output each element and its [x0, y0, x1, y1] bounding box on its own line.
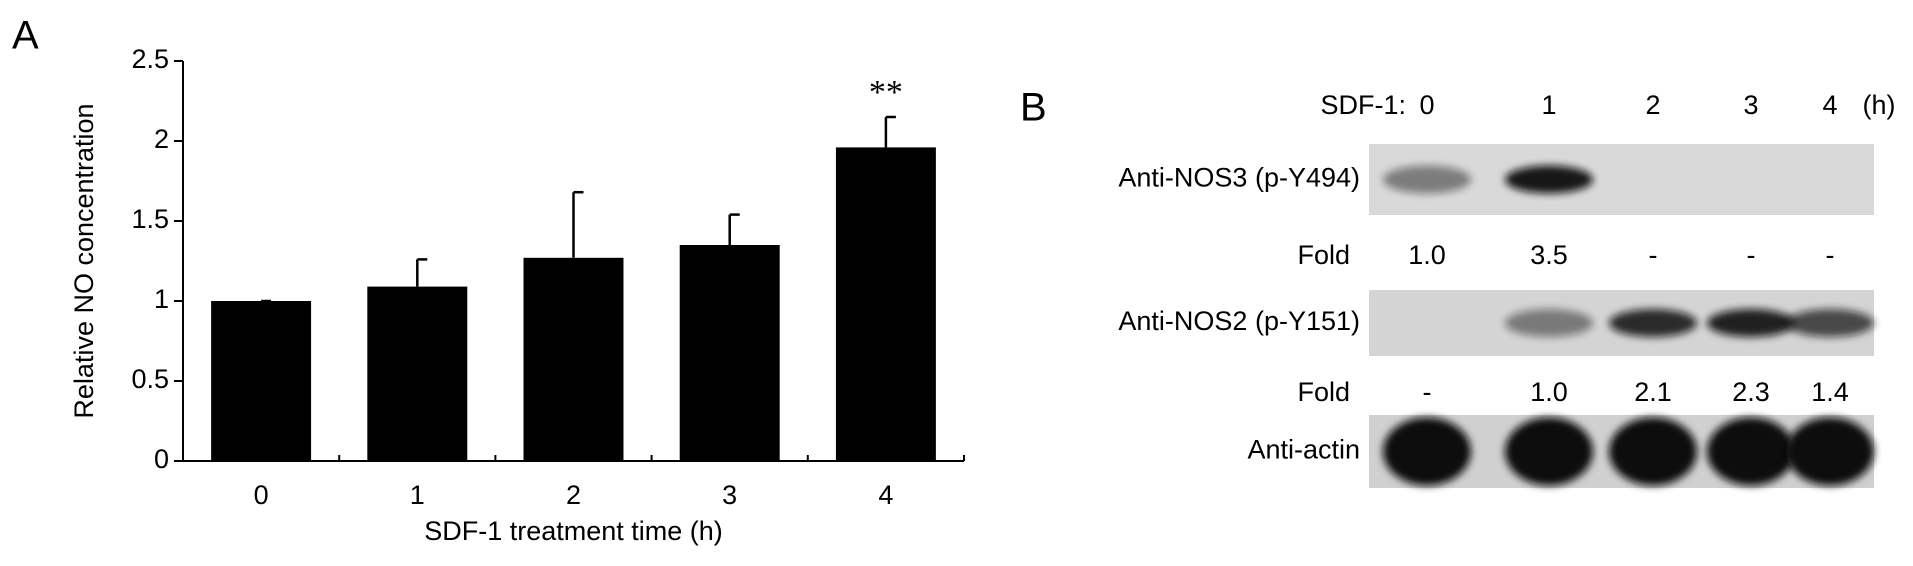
fold-value: -: [1826, 240, 1835, 270]
x-tick-label: 1: [410, 480, 425, 510]
bar: [523, 257, 624, 461]
blot-band: [1383, 165, 1471, 194]
fold-value: 1.4: [1811, 377, 1849, 407]
row-label: Anti-NOS3 (p-Y494): [1118, 163, 1360, 193]
fold-value: -: [1747, 240, 1756, 270]
y-axis-label: Relative NO concentration: [69, 103, 99, 418]
unit-label: (h): [1863, 90, 1896, 120]
fold-label: Fold: [1297, 240, 1350, 270]
blot-band: [1707, 417, 1795, 486]
fold-value: -: [1423, 377, 1432, 407]
bar: [211, 301, 312, 461]
blot-band: [1609, 417, 1697, 486]
bar: [367, 286, 468, 461]
fold-value: 2.3: [1732, 377, 1770, 407]
blot-band: [1505, 417, 1593, 486]
x-tick-label: 3: [722, 480, 737, 510]
blot-band: [1383, 417, 1471, 486]
row-label: Anti-NOS2 (p-Y151): [1118, 306, 1360, 336]
fold-value: 1.0: [1530, 377, 1568, 407]
header-label: SDF-1:: [1320, 90, 1406, 120]
lane-label: 0: [1419, 90, 1434, 120]
y-tick-label: 1.5: [131, 204, 169, 234]
y-tick-label: 0.5: [131, 364, 169, 394]
lane-label: 3: [1743, 90, 1758, 120]
row-label: Anti-actin: [1247, 435, 1360, 465]
lane-label: 2: [1645, 90, 1660, 120]
blot-band: [1786, 309, 1874, 337]
fold-label: Fold: [1297, 377, 1350, 407]
fold-value: 1.0: [1408, 240, 1446, 270]
y-tick-label: 0: [154, 444, 169, 474]
fold-value: 3.5: [1530, 240, 1568, 270]
fold-value: -: [1649, 240, 1658, 270]
x-axis-label: SDF-1 treatment time (h): [424, 516, 723, 546]
blot-band: [1505, 309, 1593, 337]
y-tick-label: 1: [154, 284, 169, 314]
x-tick-label: 4: [878, 480, 893, 510]
blot-band: [1786, 417, 1874, 486]
x-tick-label: 2: [566, 480, 581, 510]
panel-label: A: [12, 14, 39, 58]
x-tick-label: 0: [254, 480, 269, 510]
fold-value: 2.1: [1634, 377, 1672, 407]
annotation: **: [869, 74, 903, 111]
bar: [679, 245, 780, 461]
bar: [835, 147, 936, 461]
blot-band: [1609, 309, 1697, 337]
blot-band: [1707, 309, 1795, 337]
panel-label: B: [1020, 86, 1047, 130]
lane-label: 1: [1541, 90, 1556, 120]
lane-label: 4: [1822, 90, 1837, 120]
y-tick-label: 2: [154, 124, 169, 154]
blot-band: [1505, 165, 1593, 194]
y-tick-label: 2.5: [131, 44, 169, 74]
